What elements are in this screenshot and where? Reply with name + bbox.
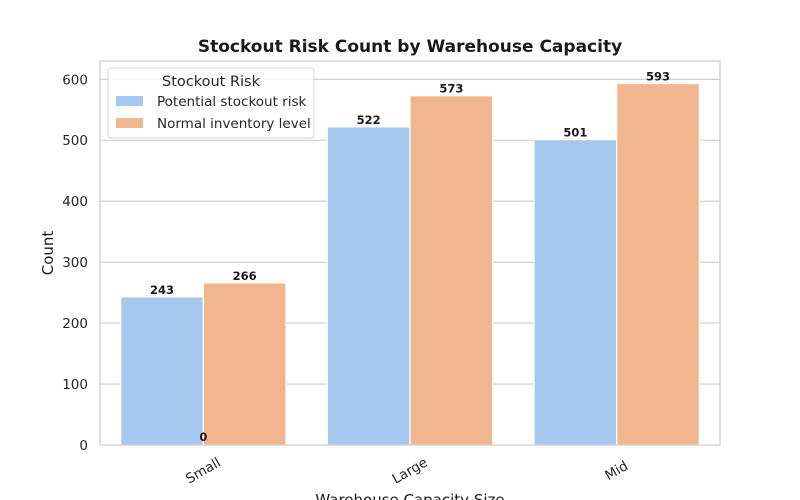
bar bbox=[409, 95, 494, 446]
y-tick-label: 0 bbox=[79, 438, 88, 454]
bar-value-label: 573 bbox=[439, 82, 463, 96]
legend: Stockout Risk Potential stockout risk No… bbox=[107, 67, 315, 139]
bar-value-label: 522 bbox=[357, 113, 381, 127]
bar bbox=[120, 296, 204, 446]
x-tick-label: Mid bbox=[602, 458, 631, 484]
legend-box bbox=[107, 67, 315, 139]
x-tick-label: Large bbox=[390, 455, 431, 488]
chart-title: Stockout Risk Count by Warehouse Capacit… bbox=[198, 37, 622, 57]
bar-value-label: 0 bbox=[199, 430, 207, 444]
bar-value-labels: 243 266 522 573 501 593 0 bbox=[150, 70, 670, 444]
x-axis-label: Warehouse Capacity Size bbox=[315, 491, 504, 500]
legend-title: Stockout Risk bbox=[162, 74, 261, 90]
bar bbox=[202, 282, 287, 446]
legend-swatch-normal-inventory-level bbox=[116, 118, 143, 128]
y-tick-label: 500 bbox=[62, 133, 88, 149]
bar bbox=[533, 139, 618, 446]
legend-swatch-potential-stockout-risk bbox=[116, 96, 143, 106]
legend-label-potential-stockout-risk: Potential stockout risk bbox=[157, 94, 307, 110]
y-tick-label: 200 bbox=[62, 316, 88, 332]
y-tick-label: 100 bbox=[62, 377, 88, 393]
y-axis-ticks: 0 100 200 300 400 500 600 bbox=[62, 72, 88, 454]
y-tick-label: 400 bbox=[62, 194, 88, 210]
bar-value-label: 501 bbox=[563, 126, 587, 140]
legend-label-normal-inventory-level: Normal inventory level bbox=[157, 116, 311, 132]
y-axis-label: Count bbox=[39, 231, 57, 276]
bar bbox=[326, 126, 411, 446]
y-tick-label: 600 bbox=[62, 72, 88, 88]
bar-value-label: 266 bbox=[233, 269, 257, 283]
x-axis-ticks: Small Large Mid bbox=[183, 455, 631, 488]
y-tick-label: 300 bbox=[62, 255, 88, 271]
bars bbox=[120, 82, 700, 446]
bar-value-label: 593 bbox=[646, 70, 670, 84]
plot-frame bbox=[99, 60, 721, 446]
bar-value-label: 243 bbox=[150, 283, 174, 297]
bar bbox=[616, 82, 700, 446]
x-tick-label: Small bbox=[183, 455, 223, 488]
